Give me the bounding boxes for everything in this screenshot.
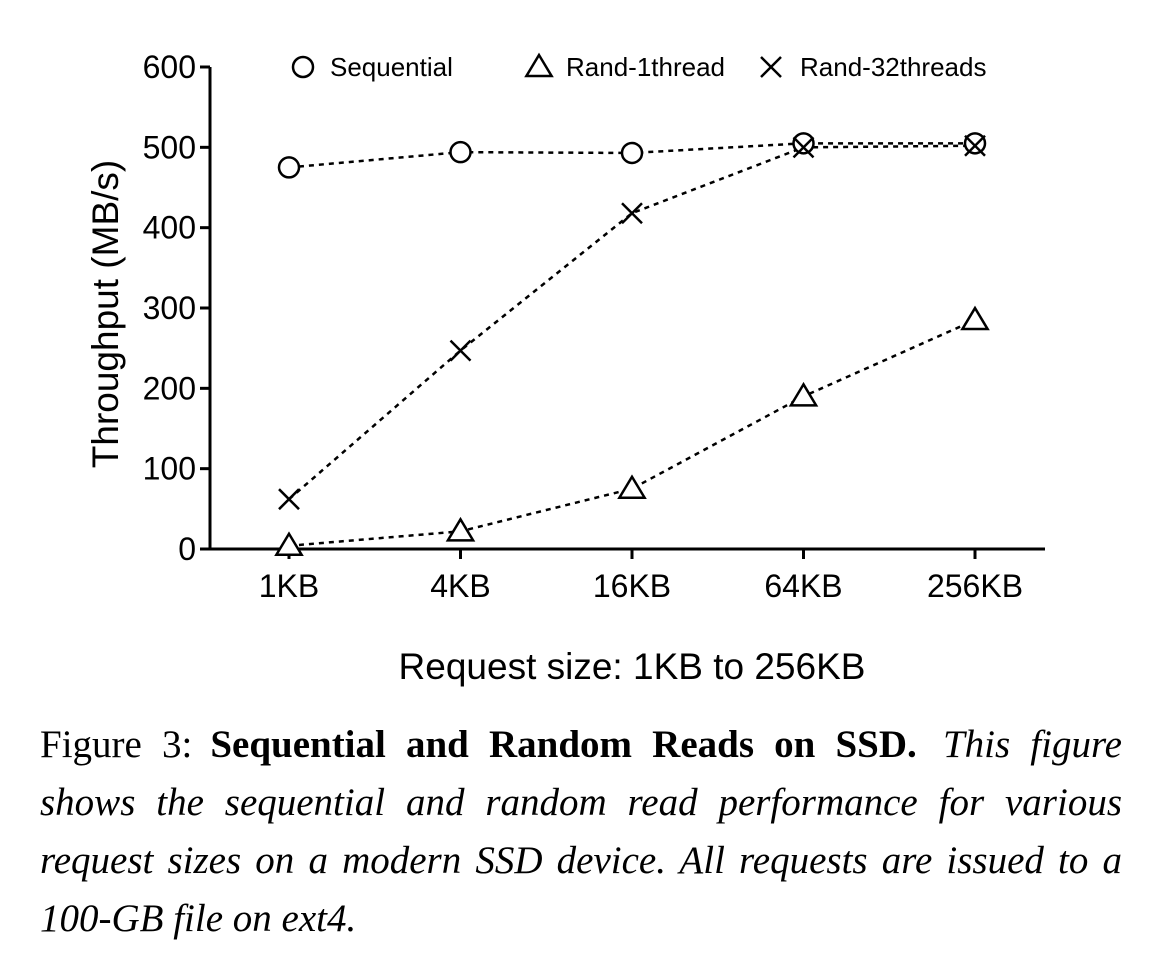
data-point-x-stroke xyxy=(792,136,815,159)
x-tick-label: 16KB xyxy=(593,568,671,604)
figure-title: Sequential and Random Reads on SSD. xyxy=(210,723,917,766)
data-point-triangle xyxy=(445,516,476,542)
legend-marker-circle xyxy=(291,55,315,79)
data-point-x-stroke xyxy=(449,339,472,362)
legend-label: Sequential xyxy=(330,52,453,82)
data-point-x-stroke xyxy=(964,134,986,157)
x-tick-label: 1KB xyxy=(259,568,319,604)
data-point-triangle xyxy=(960,305,990,331)
data-point-circle xyxy=(792,132,815,155)
series-line-triangle xyxy=(288,318,976,548)
data-point-circle xyxy=(963,132,987,155)
legend-marker-triangle xyxy=(524,52,554,78)
legend-marker-x-stroke xyxy=(760,56,782,78)
series-line-x xyxy=(288,144,976,501)
x-tick-label: 256KB xyxy=(927,568,1023,604)
data-point-triangle xyxy=(274,531,304,557)
figure-label: Figure 3: xyxy=(40,723,193,766)
y-tick-label: 600 xyxy=(143,49,196,85)
data-point-x xyxy=(449,339,472,362)
throughput-chart: 0 100 200 300 400 500 600 1KB 4KB 16KB 64KB 256KB Th… xyxy=(85,49,1045,687)
data-point-circle xyxy=(277,156,301,179)
data-point-x-stroke xyxy=(621,202,643,225)
data-point-triangle xyxy=(788,381,819,407)
y-tick-label: 500 xyxy=(143,129,196,165)
data-point-x xyxy=(621,202,643,225)
legend-marker-x xyxy=(760,56,782,78)
data-point-circle xyxy=(449,140,472,164)
y-tick-label: 400 xyxy=(143,210,196,246)
legend-label: Rand-1thread xyxy=(566,52,725,82)
data-point-circle xyxy=(620,141,644,165)
data-point-triangle xyxy=(617,474,647,499)
figure-caption: Figure 3: Sequential and Random Reads on … xyxy=(40,716,1122,948)
x-tick-label: 64KB xyxy=(764,568,842,604)
data-point-x xyxy=(278,488,300,511)
data-point-x xyxy=(964,134,986,157)
y-tick-label: 300 xyxy=(143,290,196,326)
x-axis-title: Request size: 1KB to 256KB xyxy=(399,646,866,687)
y-tick-label: 100 xyxy=(143,451,196,487)
legend-label: Rand-32threads xyxy=(800,52,986,82)
y-tick-label: 200 xyxy=(143,370,196,406)
y-axis-title: Throughput (MB/s) xyxy=(85,160,126,468)
x-tick-label: 4KB xyxy=(430,568,490,604)
data-point-x xyxy=(792,136,815,159)
data-point-x-stroke xyxy=(278,488,300,511)
figure-description: This figure shows the sequential and ran… xyxy=(40,723,1122,940)
y-tick-label: 0 xyxy=(178,531,196,567)
